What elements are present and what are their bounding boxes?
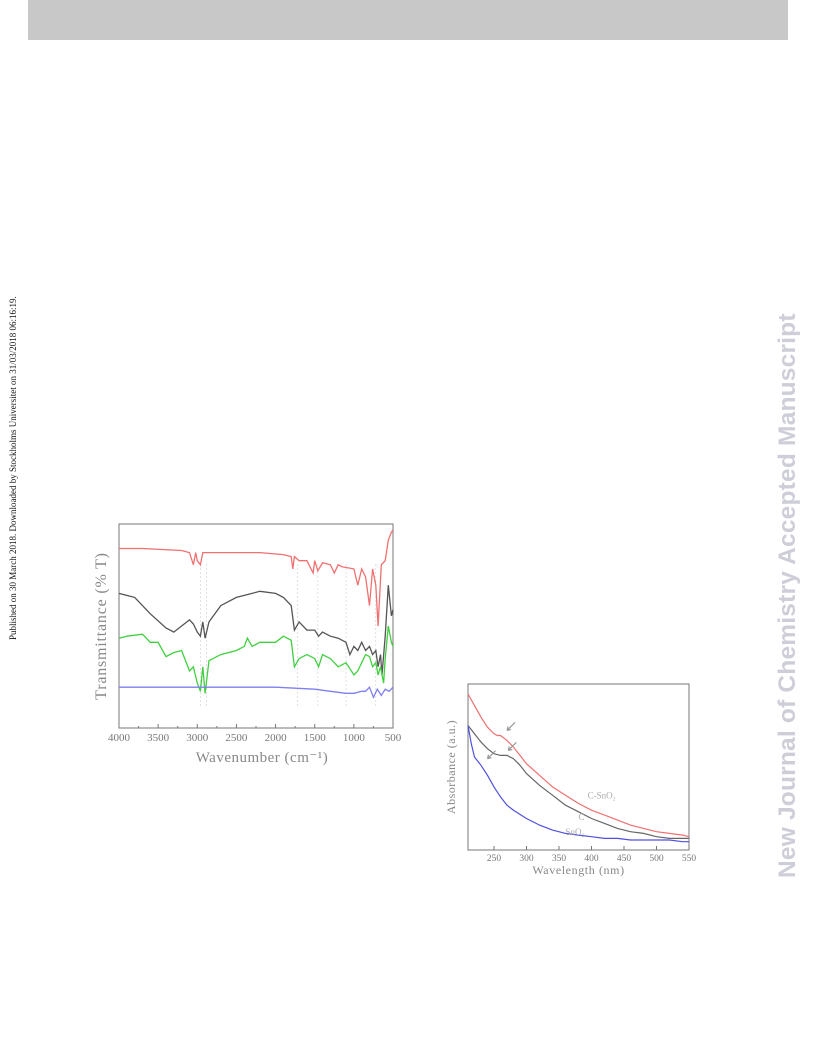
x-tick-label: 450	[617, 854, 632, 864]
x-tick-label: 400	[584, 854, 599, 864]
x-tick-label: 1500	[304, 732, 327, 744]
x-tick-label: 500	[649, 854, 664, 864]
x-axis-title: Wavelength (nm)	[532, 863, 624, 877]
series-label: SnO₂	[566, 827, 585, 837]
y-axis-title: Absorbance (a.u.)	[444, 720, 458, 814]
ftir-series-line	[119, 686, 394, 700]
header-bar	[28, 0, 788, 40]
shoulder-arrow	[506, 722, 516, 732]
uvvis-series-line	[467, 693, 690, 838]
x-tick-label: 500	[385, 732, 402, 744]
x-tick-label: 550	[682, 854, 697, 864]
x-tick-label: 4000	[108, 732, 131, 744]
x-axis-title: Wavenumber (cm⁻¹)	[196, 750, 329, 766]
x-tick-label: 250	[487, 854, 502, 864]
plot-frame	[467, 683, 690, 851]
x-tick-label: 3500	[147, 732, 170, 744]
x-tick-label: 300	[519, 854, 534, 864]
shoulder-arrow	[486, 750, 496, 760]
y-axis-title: Transmittance (% T)	[93, 552, 110, 700]
x-tick-label: 3000	[186, 732, 209, 744]
x-tick-label: 350	[552, 854, 567, 864]
x-tick-label: 2000	[265, 732, 288, 744]
x-tick-label: 2500	[225, 732, 248, 744]
shoulder-arrow	[507, 741, 517, 751]
uvvis-series-line	[467, 725, 689, 843]
ftir-series-line	[118, 585, 394, 676]
ftir-series-line	[118, 625, 394, 694]
series-label: C-SnO₂	[588, 791, 616, 801]
ftir-series-line	[119, 529, 394, 627]
uvvis-series-line	[467, 725, 689, 839]
x-tick-label: 1000	[343, 732, 366, 744]
series-label: C	[579, 812, 585, 822]
